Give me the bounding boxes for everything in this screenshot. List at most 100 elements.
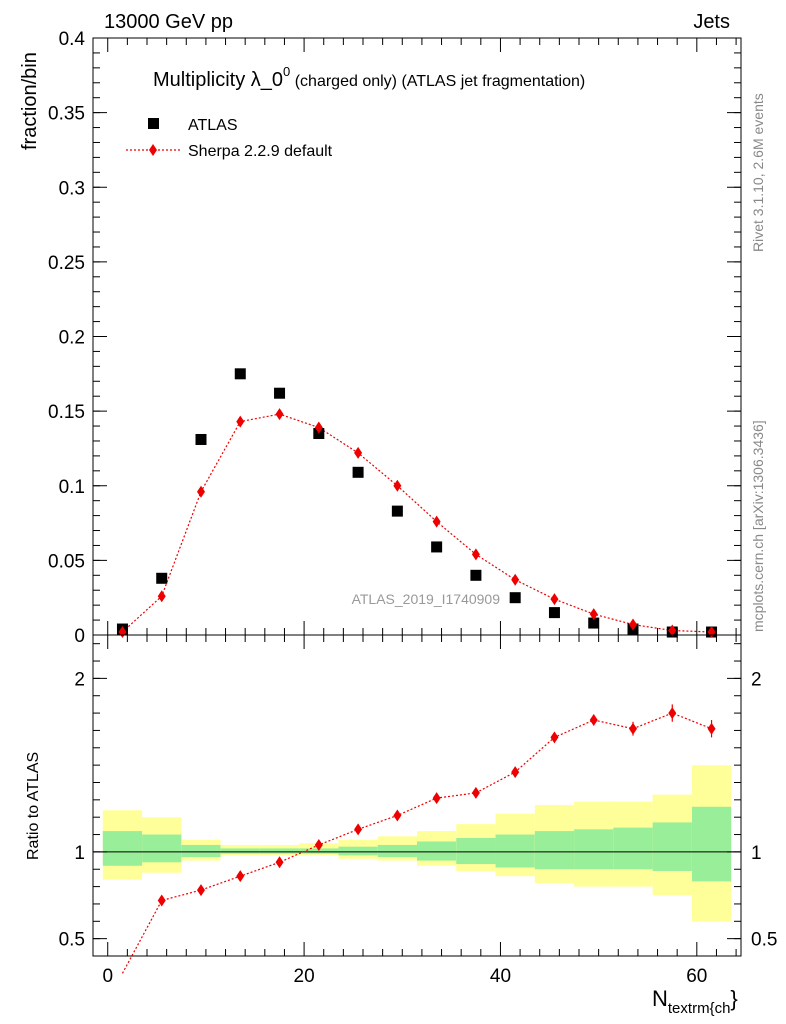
sherpa-point (629, 618, 637, 631)
header-right: Jets (693, 11, 730, 33)
rivet-version-label: Rivet 3.1.10, 2.6M events (750, 93, 766, 252)
ratio-sherpa-point (275, 856, 284, 869)
ratio-sherpa-point (471, 786, 480, 799)
ratio-y-tick-label: 2 (74, 669, 85, 690)
atlas-point (588, 617, 600, 629)
ratio-sherpa-point (668, 707, 677, 720)
ratio-band-stat (691, 806, 732, 882)
ratio-frame (92, 634, 742, 957)
ratio-y-tick-label-right: 2 (751, 669, 762, 690)
main-y-tick-label: 0.4 (59, 29, 86, 50)
ratio-x-tick-label: 60 (686, 966, 707, 987)
chart-title: Multiplicity λ_00 (charged only) (ATLAS … (153, 64, 585, 91)
ratio-x-tick-label: 20 (294, 966, 315, 987)
sherpa-point (432, 515, 441, 528)
atlas-point (195, 433, 207, 445)
ratio-band-stat (181, 844, 221, 858)
sherpa-point (236, 415, 245, 428)
legend: ATLAS Sherpa 2.2.9 default (126, 117, 333, 160)
ratio-band-stat (574, 829, 614, 870)
ratio-y-tick-label-right: 0.5 (751, 930, 777, 951)
ratio-band-stat (652, 822, 692, 871)
ratio-sherpa-point (314, 838, 323, 851)
ratio-sherpa-point (354, 823, 363, 836)
legend-atlas-marker (148, 118, 159, 129)
atlas-point (352, 466, 364, 478)
main-y-ticks: 0 0.05 0.1 0.15 0.2 0.25 0.3 0.35 0.4 (48, 29, 741, 647)
main-y-tick-label: 0.25 (48, 253, 85, 274)
ratio-band-stat (417, 841, 457, 861)
chart-title-sup: 0 (283, 64, 290, 79)
ratio-sherpa-point (197, 884, 205, 897)
atlas-point (431, 541, 443, 553)
atlas-point (234, 368, 246, 380)
ratio-y-tick-label: 0.5 (59, 930, 85, 951)
ratio-band-stat (456, 838, 496, 865)
header-left: 13000 GeV pp (104, 11, 233, 33)
atlas-point (391, 505, 403, 517)
main-y-axis-label: fraction/bin (19, 52, 41, 150)
x-axis-label: Ntextrm{ch} (652, 986, 738, 1017)
legend-sherpa-marker (149, 144, 157, 156)
main-y-tick-label: 0.1 (59, 477, 85, 498)
sherpa-point (197, 485, 205, 498)
ratio-band-stat (338, 846, 378, 856)
ratio-sherpa-line (121, 712, 712, 974)
ratio-x-ticks: 0 20 40 60 (102, 635, 737, 987)
ratio-x-tick-label: 0 (102, 966, 113, 987)
main-y-tick-label: 0.35 (48, 104, 85, 125)
atlas-point (156, 572, 168, 584)
sherpa-point (550, 593, 559, 606)
atlas-point (509, 592, 521, 604)
main-y-tick-label: 0.05 (48, 551, 85, 572)
sherpa-point (393, 479, 402, 492)
chart-title-main: Multiplicity λ_0 (153, 69, 283, 91)
ratio-data-marks (121, 704, 716, 974)
legend-sherpa-label: Sherpa 2.2.9 default (188, 143, 333, 160)
ratio-sherpa-point (589, 714, 598, 727)
ratio-y-ticks: 0.5 0.5 1 1 2 2 (59, 643, 777, 951)
ratio-y-tick-label-right: 1 (751, 843, 762, 864)
watermark: ATLAS_2019_I1740909 (352, 591, 501, 607)
atlas-point (274, 387, 286, 399)
main-panel: 0 0.05 0.1 0.15 0.2 0.25 0.3 0.35 0.4 fraction/b… (19, 29, 742, 647)
sherpa-point (471, 548, 480, 561)
ratio-sherpa-point (157, 894, 166, 907)
ratio-y-tick-label: 1 (74, 843, 85, 864)
main-y-tick-label: 0.3 (59, 178, 85, 199)
ratio-band-stat (495, 834, 535, 868)
x-axis-label-main: N (652, 986, 668, 1011)
main-y-tick-label: 0.15 (48, 402, 85, 423)
ratio-band-stat (613, 827, 653, 870)
ratio-band-stat (259, 848, 300, 854)
ratio-sherpa-point (393, 809, 402, 822)
sherpa-line (122, 413, 712, 633)
x-axis-label-sub: textrm{ch (668, 1000, 731, 1017)
ratio-sherpa-point (550, 731, 559, 744)
mcplots-label: mcplots.cern.ch [arXiv:1306.3436] (750, 420, 766, 632)
ratio-sherpa-point (511, 766, 520, 779)
legend-atlas-label: ATLAS (188, 117, 238, 134)
sherpa-point (314, 421, 323, 434)
ratio-band-stat (534, 831, 575, 870)
ratio-panel: 0.5 0.5 1 1 2 2 0 20 40 60 Ratio to ATLAS Ntextr… (25, 634, 777, 1017)
ratio-x-tick-label: 40 (490, 966, 511, 987)
chart-title-rest: (charged only) (ATLAS jet fragmentation) (290, 73, 585, 90)
sherpa-point (589, 608, 598, 621)
ratio-bands (102, 765, 732, 922)
ratio-sherpa-point (236, 870, 245, 883)
ratio-sherpa-point (707, 722, 716, 735)
x-axis-label-tail: } (730, 986, 737, 1011)
ratio-band-stat (142, 834, 182, 863)
main-y-tick-label: 0.2 (59, 328, 85, 349)
main-y-tick-label: 0 (74, 626, 85, 647)
atlas-point (470, 569, 482, 581)
ratio-band-stat (299, 848, 339, 854)
ratio-y-axis-label: Ratio to ATLAS (25, 752, 42, 860)
main-data-marks (116, 368, 718, 639)
ratio-band-stat (102, 831, 143, 866)
ratio-band-stat (377, 844, 417, 858)
ratio-band-stat (220, 848, 260, 854)
atlas-point (548, 607, 560, 619)
